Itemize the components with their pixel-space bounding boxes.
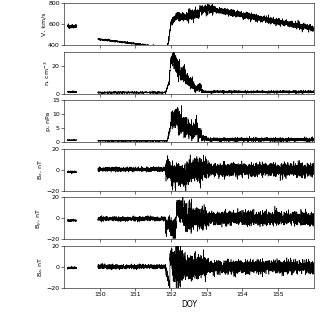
- Y-axis label: p, nPa: p, nPa: [46, 112, 51, 131]
- Y-axis label: V, km/s: V, km/s: [42, 12, 47, 36]
- Y-axis label: B$_z$, nT: B$_z$, nT: [36, 257, 45, 277]
- X-axis label: DOY: DOY: [181, 300, 197, 309]
- Y-axis label: n, cm$^{-3}$: n, cm$^{-3}$: [42, 60, 51, 85]
- Y-axis label: B$_y$, nT: B$_y$, nT: [35, 208, 45, 229]
- Y-axis label: B$_x$, nT: B$_x$, nT: [36, 159, 45, 180]
